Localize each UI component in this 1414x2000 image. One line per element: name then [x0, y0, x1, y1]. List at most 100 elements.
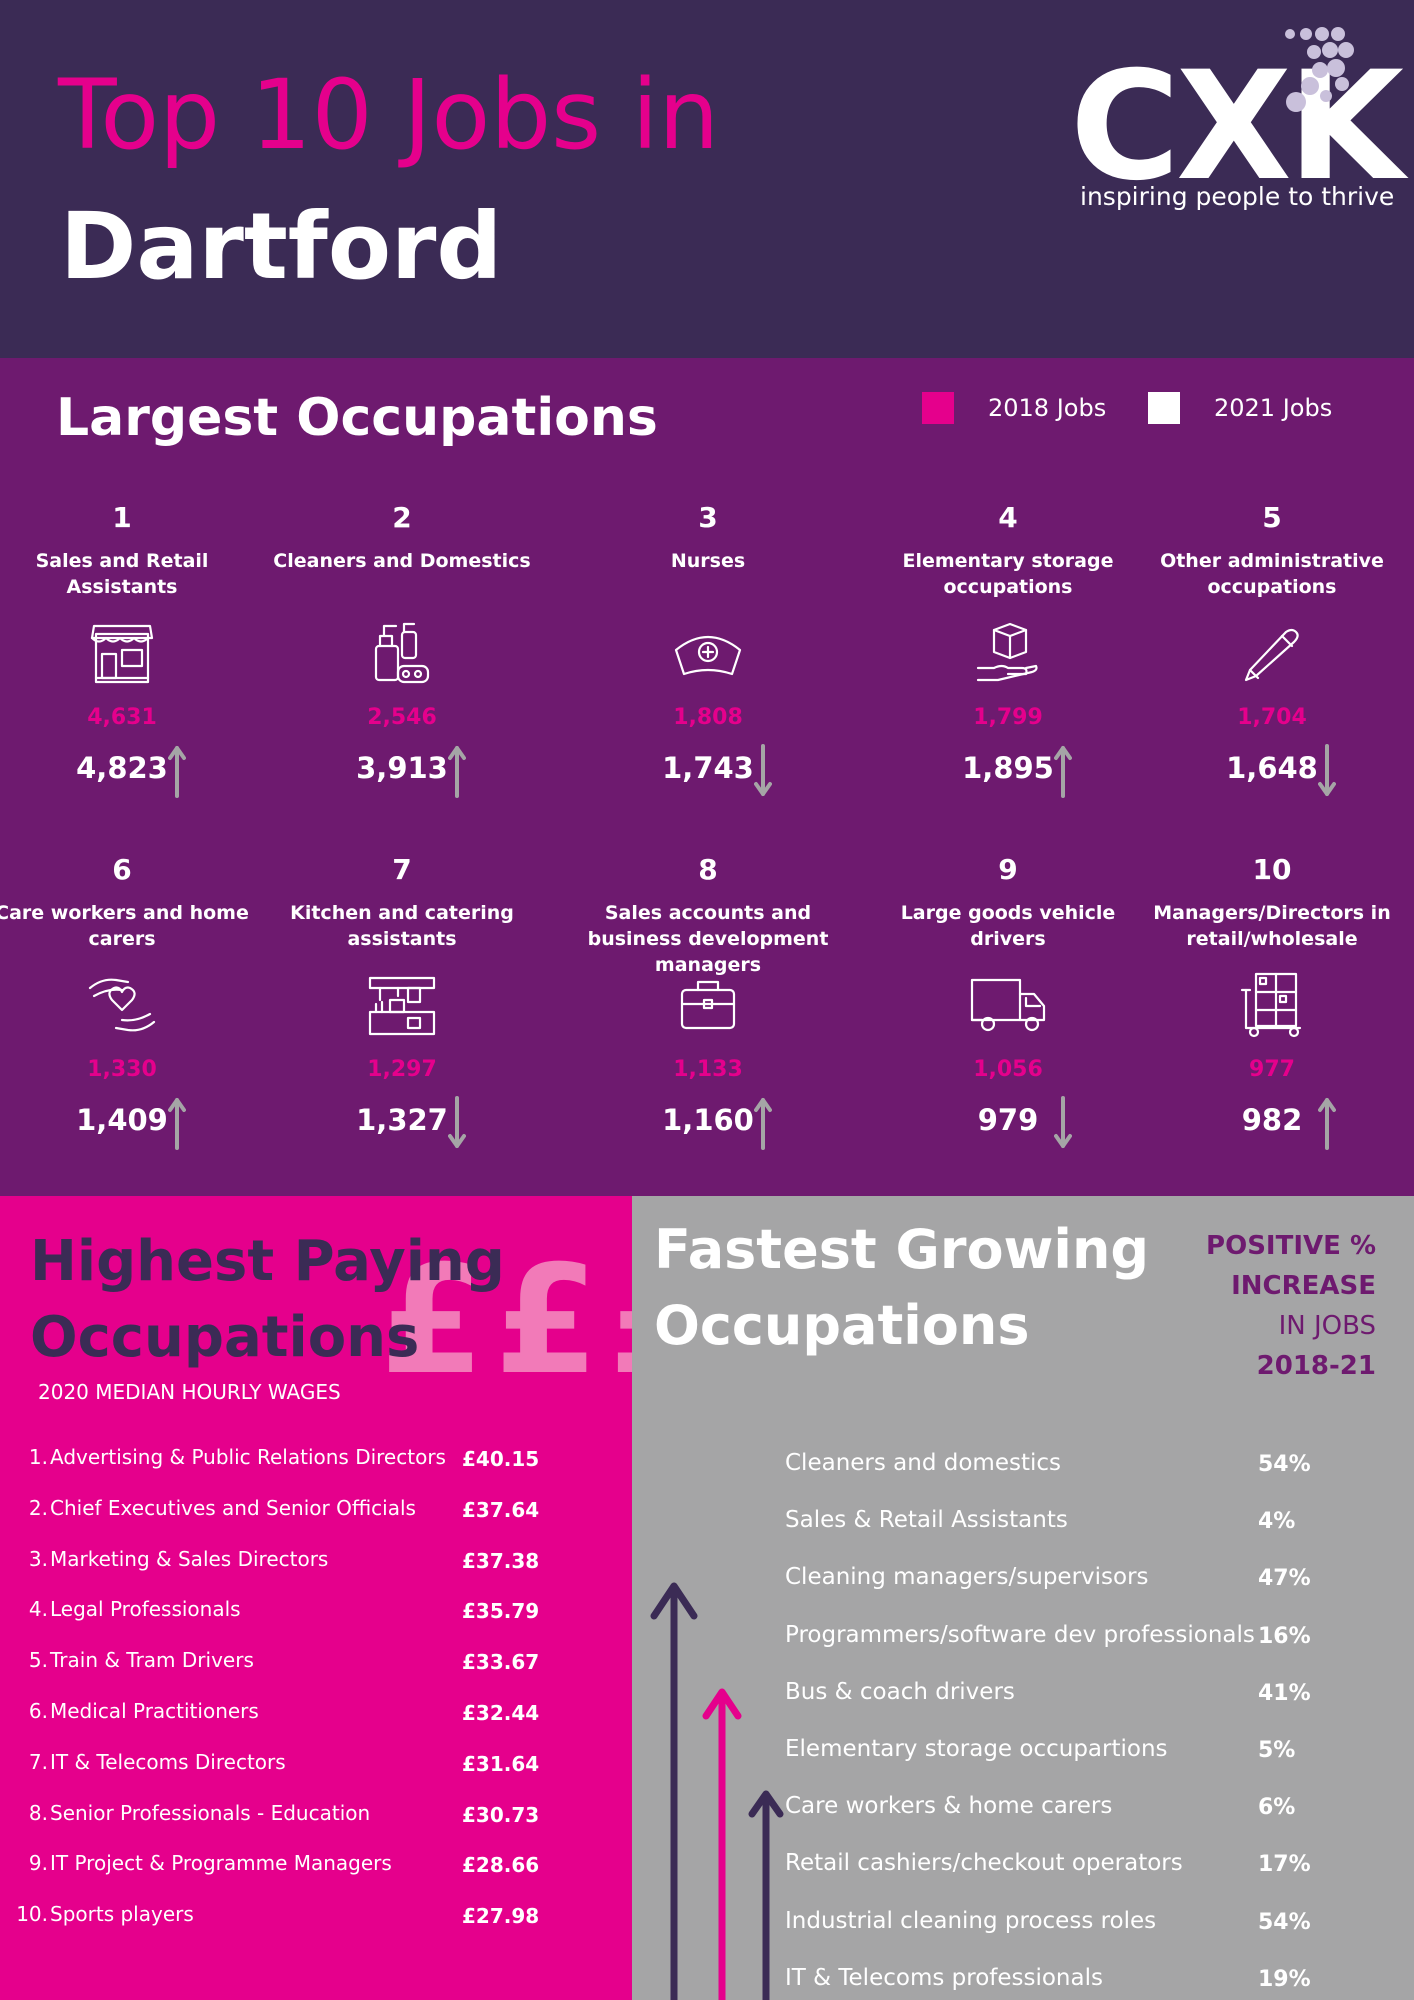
pallet-jack-icon	[1232, 970, 1312, 1040]
growth-row: Programmers/software dev professionals 1…	[632, 1618, 1414, 1675]
occupation-card: 5 Other administrative occupations 1,704…	[1142, 498, 1402, 798]
arrow-up-icon	[1054, 744, 1072, 798]
jobs-2021-value: 4,823	[76, 751, 168, 785]
jobs-2021-row: 1,327	[272, 1092, 532, 1150]
growth-row: Sales & Retail Assistants 4%	[632, 1503, 1414, 1560]
growth-row: Retail cashiers/checkout operators 17%	[632, 1846, 1414, 1903]
occupation-rank: 1	[112, 501, 132, 534]
wage-occupation: Train & Tram Drivers	[50, 1648, 254, 1673]
cleaning-supplies-icon	[362, 618, 442, 688]
wage-rank: 1.	[28, 1445, 48, 1469]
fastest-growing-section: Fastest Growing Occupations POSITIVE % I…	[632, 1196, 1414, 2000]
occupation-card: 6 Care workers and home carers 1,330 1,4…	[0, 850, 252, 1150]
occupation-name: Sales and Retail Assistants	[35, 550, 209, 598]
wage-value: £35.79	[462, 1599, 540, 1624]
jobs-2021-value: 1,648	[1226, 751, 1318, 785]
pound-signs-decoration: £££	[380, 1234, 632, 1408]
nurse-cap-icon	[668, 618, 748, 688]
positive-increase-label: POSITIVE % INCREASE IN JOBS 2018-21	[1206, 1226, 1376, 1386]
growth-row: Cleaning managers/supervisors 47%	[632, 1560, 1414, 1617]
legend-label-2021: 2021 Jobs	[1214, 394, 1333, 422]
wage-occupation: Senior Professionals - Education	[50, 1800, 371, 1825]
jobs-2021-value: 1,895	[962, 751, 1054, 785]
occupation-name: Kitchen and catering assistants	[290, 902, 514, 950]
jobs-2021-row: 4,823	[0, 740, 252, 798]
occupation-card: 1 Sales and Retail Assistants 4,631 4,82…	[0, 498, 252, 798]
jobs-2018-value: 4,631	[87, 705, 157, 730]
jobs-2021-row: 1,648	[1142, 740, 1402, 798]
growth-row: IT & Telecoms professionals 19%	[632, 1961, 1414, 2000]
growth-occupation: Programmers/software dev professionals	[785, 1621, 1255, 1648]
growth-occupation: Industrial cleaning process roles	[785, 1907, 1157, 1934]
shop-icon	[82, 618, 162, 688]
occupation-rank: 8	[698, 853, 718, 886]
jobs-2021-row: 979	[878, 1092, 1138, 1150]
growth-row: Cleaners and domestics 54%	[632, 1446, 1414, 1503]
wage-occupation: IT Project & Programme Managers	[50, 1851, 392, 1876]
fastest-growing-title-line2: Occupations	[654, 1294, 1030, 1357]
wage-rank: 7.	[28, 1749, 48, 1774]
jobs-2021-value: 979	[977, 1103, 1039, 1137]
wage-row: 5. Train & Tram Drivers £33.67	[0, 1645, 632, 1696]
wage-occupation: Advertising & Public Relations Directors	[50, 1445, 446, 1469]
growth-percent: 6%	[1258, 1795, 1296, 1821]
jobs-2018-value: 1,808	[673, 705, 743, 730]
jobs-2021-value: 1,327	[356, 1103, 448, 1137]
jobs-2021-value: 3,913	[356, 751, 448, 785]
occupation-name: Large goods vehicle drivers	[900, 902, 1116, 950]
wage-value: £27.98	[462, 1904, 540, 1929]
occupation-rank: 3	[698, 501, 718, 534]
growth-percent: 47%	[1258, 1566, 1311, 1592]
occupation-card: 9 Large goods vehicle drivers 1,056 979	[878, 850, 1138, 1150]
wage-value: £33.67	[462, 1650, 540, 1675]
occupation-card: 4 Elementary storage occupations 1,799 1…	[878, 498, 1138, 798]
wage-value: £37.64	[462, 1497, 540, 1522]
largest-occupations-title: Largest Occupations	[56, 388, 658, 448]
jobs-2021-row: 982	[1142, 1092, 1402, 1150]
wage-row: 1. Advertising & Public Relations Direct…	[0, 1442, 632, 1493]
growth-percent: 16%	[1258, 1623, 1311, 1649]
occupation-card: 7 Kitchen and catering assistants 1,297 …	[272, 850, 532, 1150]
jobs-2021-value: 1,160	[662, 1103, 754, 1137]
wage-rank: 3.	[28, 1546, 48, 1571]
wage-value: £30.73	[462, 1802, 540, 1827]
growth-row: Care workers & home carers 6%	[632, 1789, 1414, 1846]
wage-list: 1. Advertising & Public Relations Direct…	[0, 1442, 632, 1950]
growth-row: Industrial cleaning process roles 54%	[632, 1904, 1414, 1961]
wage-row: 9. IT Project & Programme Managers £28.6…	[0, 1848, 632, 1899]
growth-percent: 17%	[1258, 1852, 1311, 1878]
wage-rank: 8.	[28, 1800, 48, 1825]
jobs-2021-value: 982	[1241, 1103, 1303, 1137]
jobs-2018-value: 1,297	[367, 1057, 437, 1082]
side-line-4: 2018-21	[1256, 1351, 1376, 1381]
growth-occupation: IT & Telecoms professionals	[785, 1964, 1103, 1991]
legend-2021: 2021 Jobs	[1148, 392, 1332, 424]
wage-occupation: Legal Professionals	[50, 1597, 241, 1622]
growth-percent: 4%	[1258, 1509, 1296, 1535]
jobs-2018-value: 1,330	[87, 1057, 157, 1082]
arrow-down-icon	[1318, 744, 1336, 798]
occupation-rank: 7	[392, 853, 412, 886]
arrow-up-icon	[168, 1096, 186, 1150]
box-in-hand-icon	[968, 618, 1048, 688]
cxk-logo: CXK inspiring people to thrive	[1070, 22, 1404, 222]
logo-tagline: inspiring people to thrive	[1080, 182, 1395, 211]
jobs-2018-value: 1,133	[673, 1057, 743, 1082]
arrow-down-icon	[448, 1096, 466, 1150]
growth-percent: 5%	[1258, 1737, 1296, 1763]
growth-percent: 41%	[1258, 1680, 1311, 1706]
jobs-2021-row: 1,160	[578, 1092, 838, 1150]
occupation-card: 8 Sales accounts and business developmen…	[578, 850, 838, 1150]
highest-paying-title: Highest Paying Occupations	[30, 1224, 505, 1376]
wage-occupation: Marketing & Sales Directors	[50, 1546, 329, 1571]
occupation-rank: 4	[998, 501, 1018, 534]
growth-row: Bus & coach drivers 41%	[632, 1675, 1414, 1732]
jobs-2018-value: 977	[1249, 1057, 1295, 1082]
occupation-rank: 9	[998, 853, 1018, 886]
occupation-card: 3 Nurses 1,808 1,743	[578, 498, 838, 798]
highest-paying-subtitle: 2020 MEDIAN HOURLY WAGES	[38, 1380, 341, 1404]
logo-dots-icon	[1285, 27, 1354, 112]
legend-label-2018: 2018 Jobs	[988, 394, 1107, 422]
arrow-down-icon	[754, 744, 772, 798]
header: Top 10 Jobs in Dartford CXK inspiring pe…	[0, 0, 1414, 358]
